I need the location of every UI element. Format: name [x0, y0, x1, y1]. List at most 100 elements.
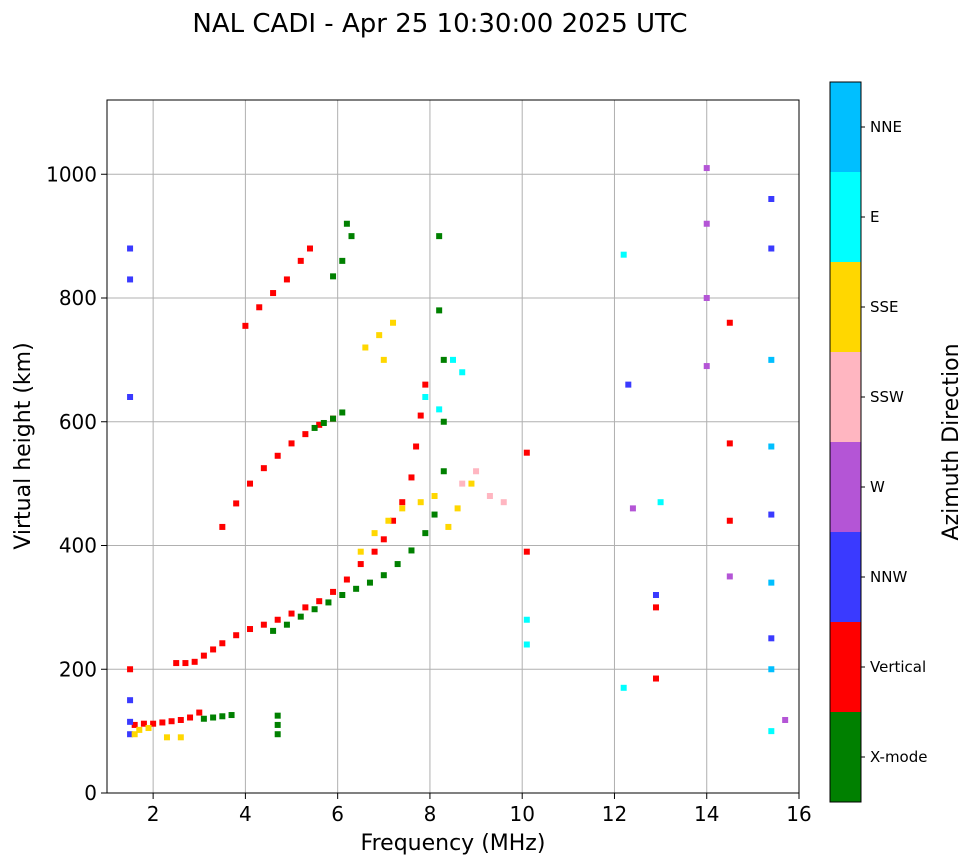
y-axis: 0 200 400 600 800 1000 [46, 162, 107, 805]
x-tick-label: 8 [424, 802, 437, 826]
data-point [380, 536, 387, 543]
data-point [353, 585, 360, 592]
x-tick-label: 4 [239, 802, 252, 826]
data-point [127, 697, 134, 704]
data-point [782, 716, 789, 723]
data-point [297, 257, 304, 264]
data-point [357, 548, 364, 555]
data-point [233, 500, 240, 507]
x-tick-label: 16 [786, 802, 811, 826]
data-point [431, 511, 438, 518]
data-point [233, 632, 240, 639]
data-point [445, 523, 452, 530]
data-point [440, 356, 447, 363]
data-point [768, 245, 775, 252]
data-point [302, 431, 309, 438]
data-point [177, 734, 184, 741]
data-point [486, 493, 493, 499]
colorbar-label: NNW [870, 568, 907, 586]
data-point [523, 641, 530, 648]
data-point [459, 369, 466, 376]
y-tick-label: 200 [59, 657, 97, 681]
data-point [127, 718, 134, 725]
data-point [652, 592, 659, 598]
data-point [140, 720, 147, 727]
colorbar-label: NNE [870, 118, 902, 136]
colorbar-label: SSE [870, 298, 899, 316]
data-point [726, 573, 733, 580]
data-point [325, 599, 332, 606]
data-point [339, 592, 346, 598]
data-point [417, 412, 424, 419]
data-point [320, 419, 327, 426]
data-point [390, 517, 397, 524]
x-tick-label: 6 [331, 802, 344, 826]
data-point [330, 273, 337, 280]
colorbar: X-mode Vertical NNW W SSW SSE E NNE [829, 81, 927, 803]
y-tick-label: 0 [84, 781, 97, 805]
data-point [768, 196, 775, 202]
data-point [247, 480, 254, 487]
data-point [450, 356, 456, 363]
data-point [523, 548, 530, 555]
data-point [339, 257, 346, 264]
data-point [196, 709, 203, 716]
data-point [371, 530, 378, 537]
colorbar-segment [830, 82, 861, 172]
data-point [357, 561, 364, 568]
data-point [182, 660, 189, 667]
data-point [366, 579, 373, 586]
data-point [283, 621, 290, 628]
colorbar-segment [830, 172, 861, 262]
data-point [343, 220, 350, 227]
data-point [459, 480, 466, 487]
data-point [473, 468, 480, 475]
data-point [127, 731, 134, 738]
data-point [371, 548, 378, 555]
data-point [173, 660, 180, 667]
data-point [219, 640, 226, 647]
colorbar-label: SSW [870, 388, 904, 406]
data-point [127, 276, 134, 283]
data-point [768, 666, 775, 673]
colorbar-segment [830, 352, 861, 442]
data-point [127, 245, 134, 252]
data-point [283, 276, 290, 283]
data-point [523, 616, 530, 623]
data-point [726, 440, 733, 447]
data-point [343, 576, 350, 583]
colorbar-frame [829, 81, 862, 803]
data-point [768, 635, 775, 642]
data-point [768, 728, 775, 735]
data-point [288, 610, 295, 617]
data-point [417, 499, 424, 506]
data-point [348, 233, 355, 240]
data-point [316, 421, 323, 428]
y-tick-label: 600 [59, 410, 97, 434]
data-point [242, 322, 249, 329]
data-point [380, 572, 387, 579]
colorbar-segment [830, 712, 861, 802]
y-tick-label: 800 [59, 286, 97, 310]
data-point [159, 719, 166, 726]
data-point [399, 505, 406, 512]
y-tick-label: 1000 [46, 162, 97, 186]
data-point [652, 675, 659, 682]
data-point [454, 505, 461, 512]
colorbar-title: Azimuth Direction [939, 343, 964, 540]
data-point [657, 499, 664, 506]
data-point [127, 666, 134, 673]
data-point [311, 606, 318, 613]
data-point [726, 517, 733, 524]
data-point [408, 474, 415, 481]
data-point [270, 627, 277, 634]
data-point [339, 409, 346, 416]
data-point [768, 356, 775, 363]
data-point [127, 394, 134, 400]
data-point [422, 530, 429, 537]
data-point [362, 344, 369, 351]
data-point [316, 598, 323, 605]
y-tick-label: 400 [59, 534, 97, 558]
x-axis-label: Frequency (MHz) [361, 831, 546, 856]
